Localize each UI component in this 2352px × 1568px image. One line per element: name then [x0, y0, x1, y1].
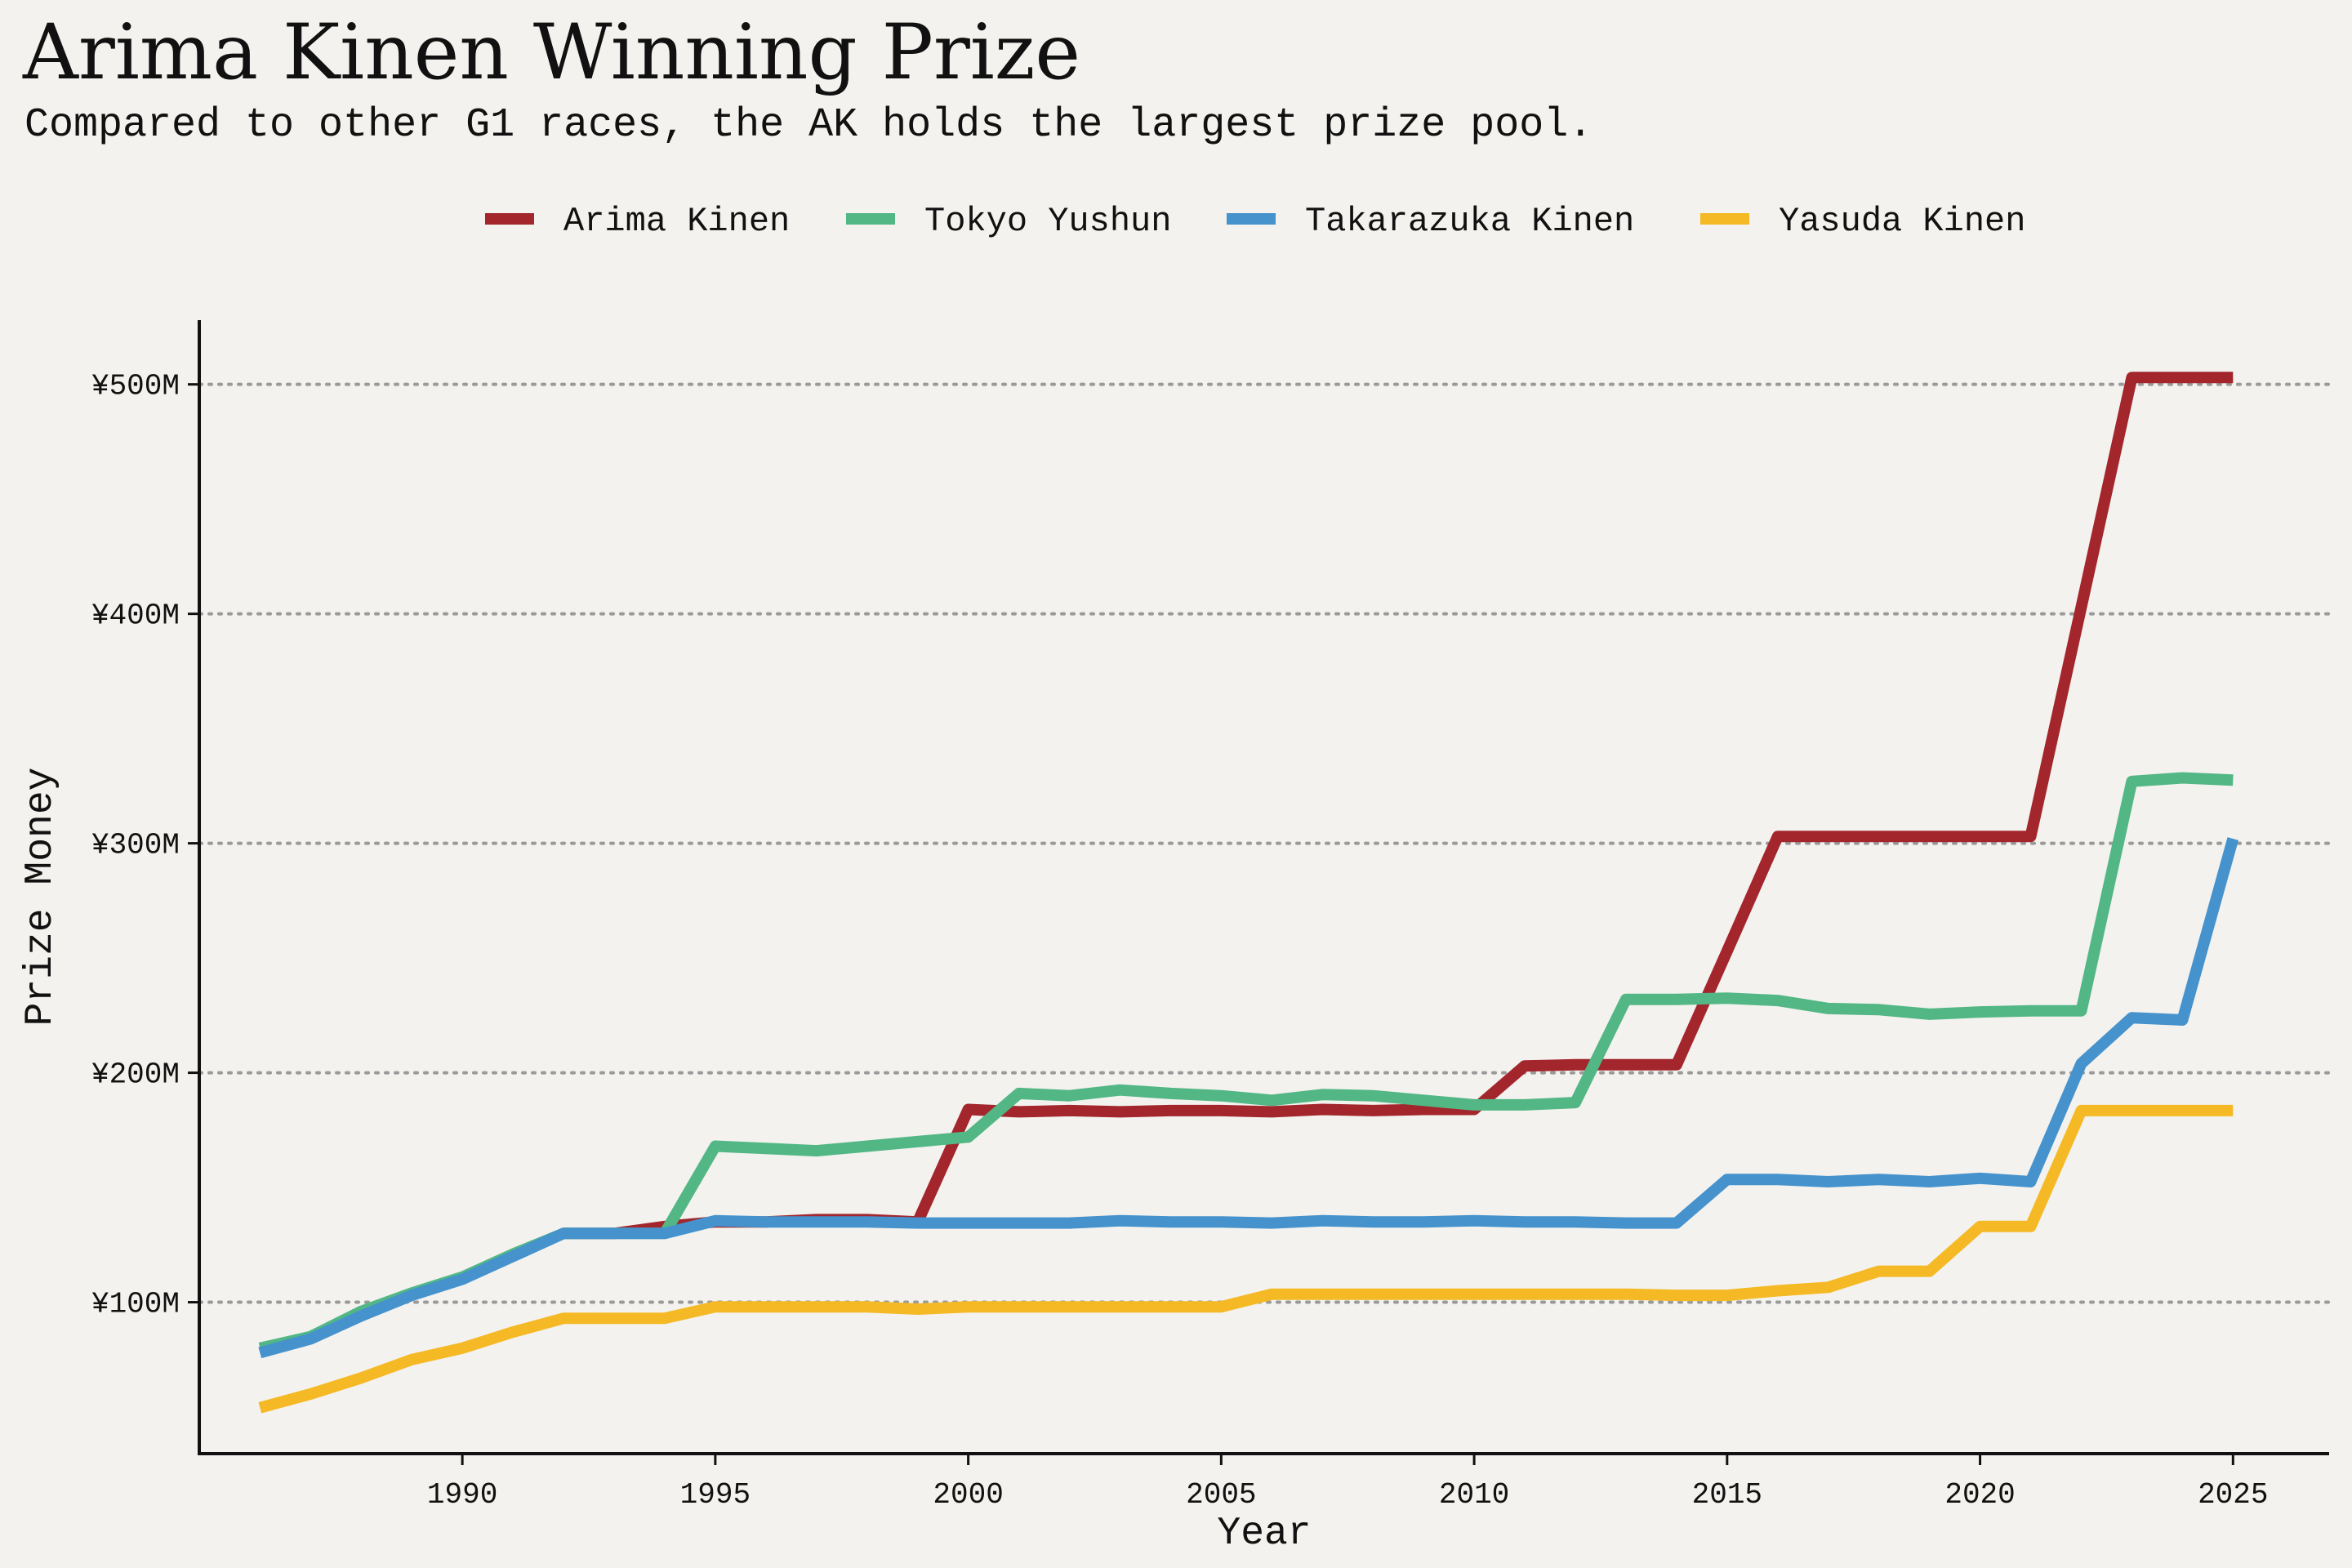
tick-labels: 1990 1995 2000 2005 2010 2015 2020 2025 ¥100M ¥20… [91, 370, 2269, 1512]
legend: Arima Kinen Tokyo Yushun Takarazuka Kinen Y… [485, 202, 2025, 241]
y-tick-label-200: ¥200M [91, 1058, 180, 1092]
series-line-arima-kinen [564, 372, 2234, 1240]
y-tick-label-300: ¥300M [91, 829, 180, 862]
series-line-takarazuka-kinen [258, 837, 2239, 1359]
x-tick-label-2000: 2000 [933, 1478, 1003, 1512]
x-tick-label-2025: 2025 [2198, 1478, 2268, 1512]
legend-label-takarazuka-kinen: Takarazuka Kinen [1305, 202, 1634, 241]
x-tick-label-2015: 2015 [1692, 1478, 1762, 1512]
x-tick-label-1990: 1990 [427, 1478, 497, 1512]
gridlines [198, 382, 2331, 1304]
x-tick-label-1995: 1995 [680, 1478, 751, 1512]
legend-label-tokyo-yushun: Tokyo Yushun [924, 202, 1171, 241]
x-axis-label: Year [1217, 1512, 1311, 1556]
series-lines [258, 372, 2239, 1414]
x-tick-label-2010: 2010 [1439, 1478, 1509, 1512]
x-tick-label-2020: 2020 [1944, 1478, 2015, 1512]
y-axis-label: Prize Money [19, 768, 63, 1027]
chart-subtitle: Compared to other G1 races, the AK holds… [24, 102, 1592, 149]
y-tick-label-100: ¥100M [91, 1288, 180, 1321]
series-line-yasuda-kinen [258, 1104, 2234, 1414]
axes [198, 320, 2329, 1455]
legend-label-yasuda-kinen: Yasuda Kinen [1779, 202, 2025, 241]
y-tick-label-400: ¥400M [91, 599, 180, 633]
x-tick-label-2005: 2005 [1186, 1478, 1256, 1512]
y-tick-label-500: ¥500M [91, 370, 180, 403]
legend-label-arima-kinen: Arima Kinen [564, 202, 790, 241]
chart-title: Arima Kinen Winning Prize [22, 8, 1080, 97]
